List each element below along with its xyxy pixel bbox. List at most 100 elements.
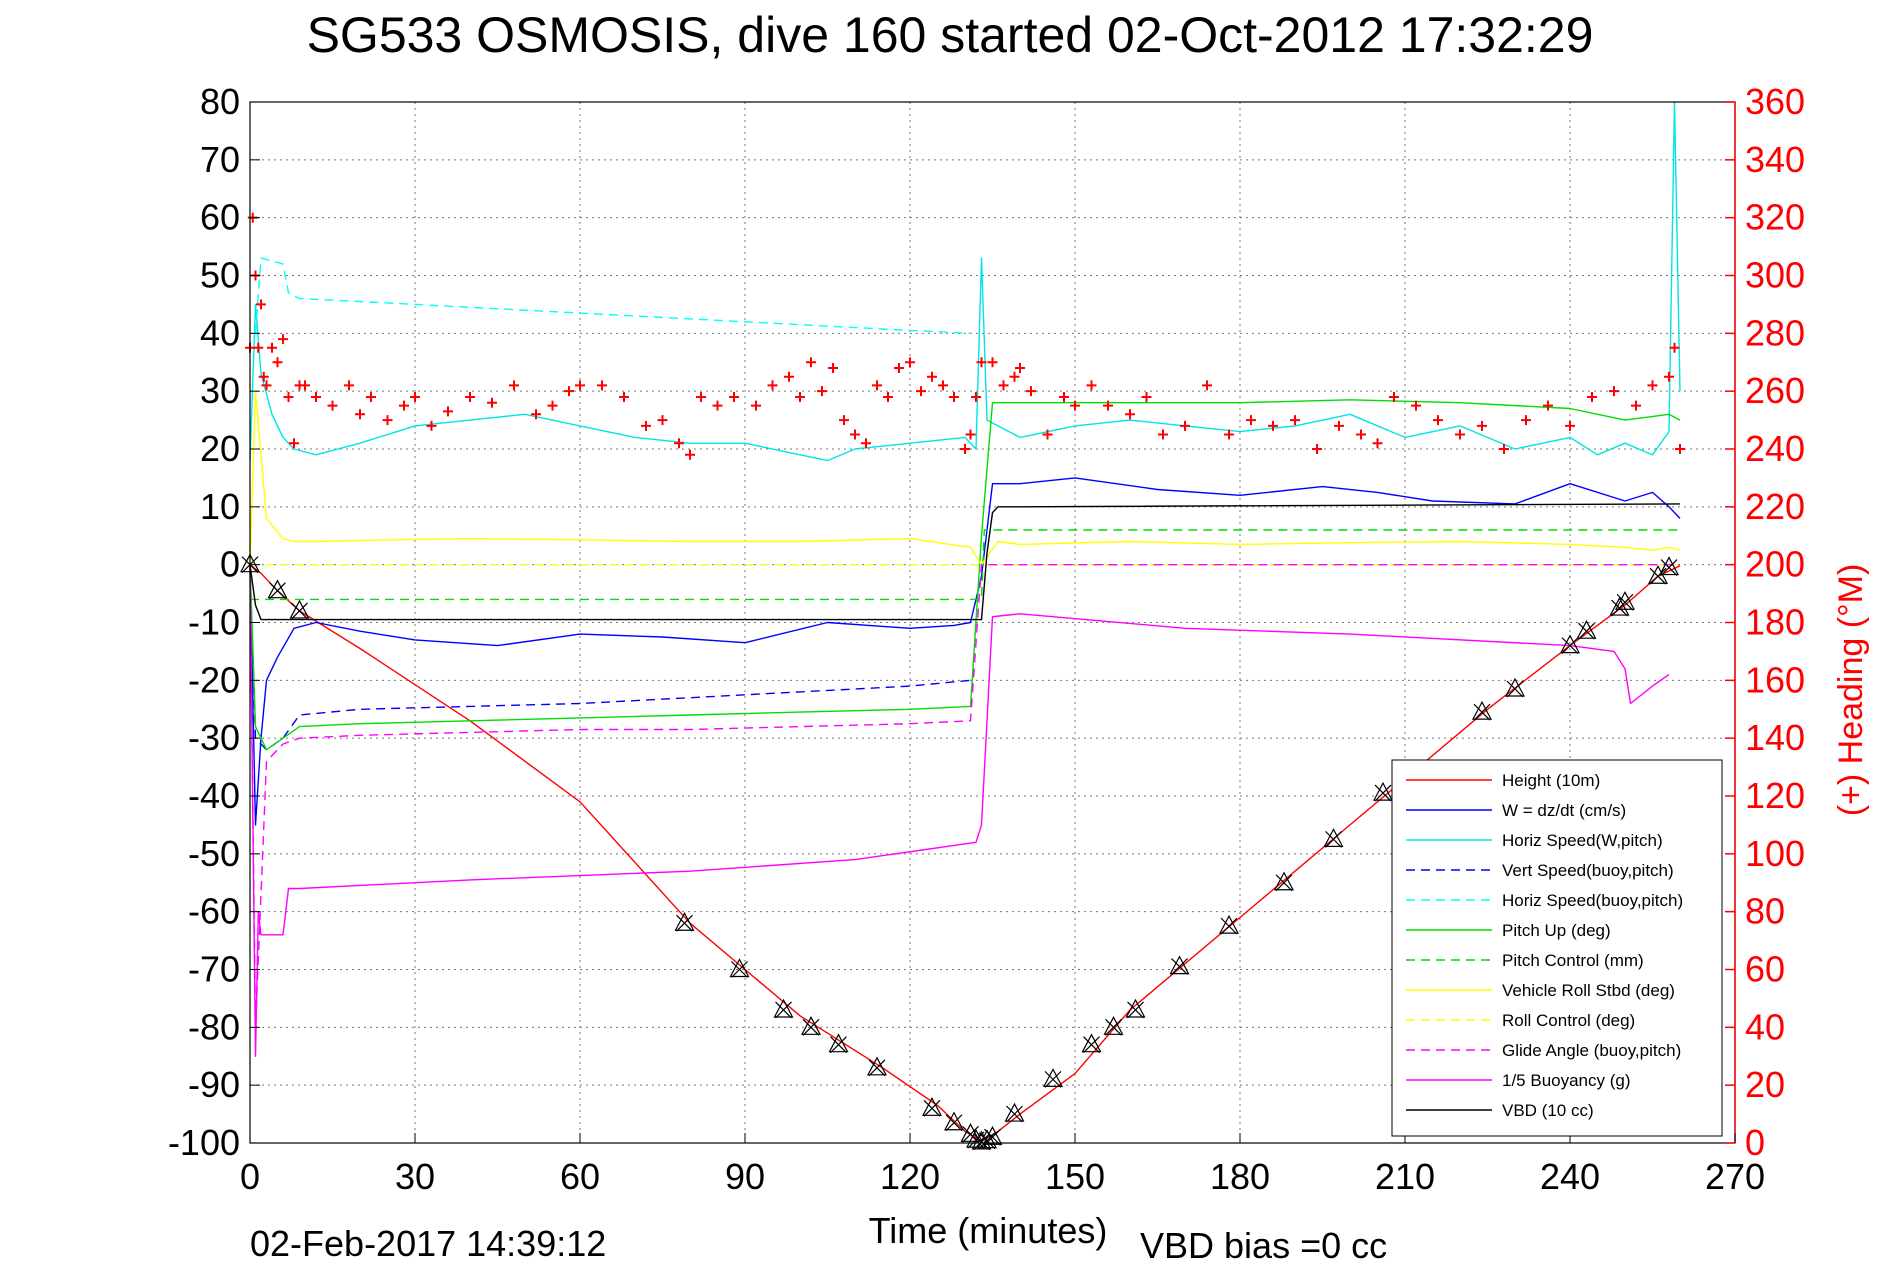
heading-point — [1664, 371, 1674, 382]
y-tick-label: 0 — [220, 544, 240, 585]
heading-point — [619, 391, 629, 402]
x-tick-label: 0 — [240, 1156, 260, 1197]
heading-point — [1141, 391, 1152, 402]
y2-tick-label: 220 — [1745, 486, 1805, 527]
heading-point — [806, 357, 816, 368]
heading-point — [674, 438, 684, 449]
depth-marker — [289, 599, 310, 620]
heading-point — [1125, 409, 1135, 420]
heading-point — [1647, 380, 1658, 391]
heading-point — [487, 397, 497, 408]
heading-point — [1477, 420, 1487, 431]
depth-marker — [1659, 556, 1679, 576]
heading-point — [1312, 444, 1322, 454]
heading-point — [784, 371, 794, 382]
x-tick-label: 240 — [1540, 1156, 1600, 1197]
y-tick-label: -60 — [188, 891, 240, 932]
heading-point — [1433, 415, 1443, 426]
y2-tick-label: 80 — [1745, 891, 1785, 932]
series-pitch_control — [250, 529, 1680, 601]
y-tick-label: -20 — [188, 659, 240, 700]
y2-tick-label: 60 — [1745, 949, 1785, 990]
y-tick-label: 60 — [200, 197, 240, 238]
heading-point — [366, 391, 376, 402]
series-pitch_up — [249, 399, 1681, 751]
x-tick-label: 90 — [725, 1156, 765, 1197]
y-tick-label: -50 — [188, 833, 240, 874]
heading-point — [344, 380, 354, 391]
depth-marker — [1125, 998, 1146, 1019]
heading-point — [696, 391, 706, 402]
heading-point — [1565, 420, 1575, 431]
heading-point — [278, 334, 288, 345]
heading-point — [465, 391, 475, 402]
heading-point — [861, 438, 871, 449]
y2-tick-label: 40 — [1745, 1006, 1785, 1047]
heading-point — [1675, 444, 1685, 454]
heading-point — [641, 420, 651, 431]
heading-point — [1268, 420, 1278, 431]
legend: Height (10m) W = dz/dt (cm/s) Horiz Speed(… — [1391, 759, 1723, 1137]
heading-point — [998, 380, 1009, 391]
y2-tick-label: 320 — [1745, 197, 1805, 238]
series-heading — [245, 212, 1685, 460]
legend-label: VBD (10 cc) — [1502, 1101, 1594, 1120]
depth-marker — [1169, 955, 1190, 976]
y-tick-label: -100 — [168, 1122, 240, 1163]
series-depth_markers — [240, 553, 1679, 1151]
y-tick-label: -90 — [188, 1064, 240, 1105]
x-tick-label: 30 — [395, 1156, 435, 1197]
y2-tick-label: 100 — [1745, 833, 1805, 874]
heading-point — [1455, 429, 1465, 440]
series-glide_angle — [249, 564, 1680, 1029]
depth-marker — [867, 1056, 887, 1077]
y2-tick-label: 200 — [1745, 544, 1805, 585]
depth-marker — [977, 1129, 997, 1150]
depth-marker — [1615, 590, 1635, 611]
heading-point — [949, 391, 959, 402]
depth-marker — [1560, 634, 1580, 655]
depth-marker — [1274, 871, 1294, 892]
heading-point — [1631, 400, 1641, 411]
heading-point — [289, 438, 299, 449]
y2-axis-label: (+) Heading (°M) — [1832, 564, 1870, 817]
heading-point — [1224, 429, 1234, 440]
depth-marker — [944, 1111, 964, 1132]
legend-label: Height (10m) — [1502, 771, 1600, 790]
y2-ticks: 3603403203002802602402202001801601401201… — [1725, 81, 1805, 1163]
legend-label: W = dz/dt (cm/s) — [1502, 801, 1626, 820]
x-tick-label: 150 — [1045, 1156, 1105, 1197]
heading-point — [767, 380, 778, 391]
heading-point — [1290, 415, 1300, 426]
legend-label: Horiz Speed(W,pitch) — [1502, 831, 1663, 850]
legend-label: Vert Speed(buoy,pitch) — [1502, 861, 1674, 880]
series-roll — [249, 390, 1681, 566]
y-tick-label: 30 — [200, 370, 240, 411]
depth-marker — [1103, 1016, 1124, 1036]
y-tick-label: 40 — [200, 312, 240, 353]
heading-point — [311, 391, 321, 402]
heading-point — [1180, 420, 1190, 431]
heading-point — [657, 415, 668, 426]
depth-marker — [1472, 700, 1492, 721]
y-tick-label: -30 — [188, 717, 240, 758]
x-axis-label: Time (minutes) — [869, 1210, 1108, 1251]
heading-point — [597, 380, 607, 391]
heading-point — [267, 342, 277, 353]
depth-marker — [922, 1097, 942, 1117]
heading-point — [1070, 400, 1080, 411]
y2-tick-label: 360 — [1745, 81, 1805, 122]
y2-tick-label: 240 — [1745, 428, 1805, 469]
heading-point — [1587, 391, 1597, 402]
heading-point — [1246, 415, 1256, 426]
heading-point — [1158, 429, 1168, 440]
heading-point — [1059, 391, 1069, 402]
heading-point — [905, 357, 915, 368]
heading-point — [839, 415, 849, 426]
series-horiz_speed — [249, 101, 1681, 462]
heading-point — [1042, 429, 1053, 440]
y2-tick-label: 0 — [1745, 1122, 1765, 1163]
y2-tick-label: 280 — [1745, 312, 1805, 353]
heading-point — [253, 342, 264, 353]
heading-point — [795, 391, 805, 402]
